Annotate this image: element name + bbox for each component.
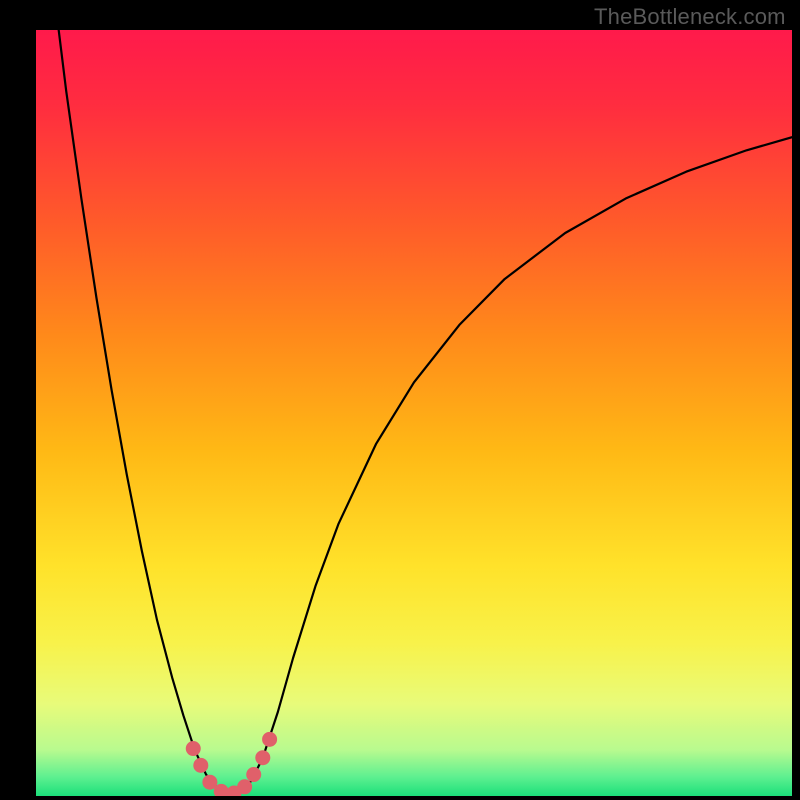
chart-frame: TheBottleneck.com (0, 0, 800, 800)
curve-marker (262, 732, 277, 747)
bottleneck-curve (59, 30, 792, 794)
plot-area (36, 30, 792, 796)
curve-marker (193, 758, 208, 773)
watermark-text: TheBottleneck.com (594, 4, 786, 30)
curve-marker (246, 767, 261, 782)
curve-marker (237, 779, 252, 794)
curve-marker (186, 741, 201, 756)
curve-layer (36, 30, 792, 796)
curve-marker (255, 750, 270, 765)
